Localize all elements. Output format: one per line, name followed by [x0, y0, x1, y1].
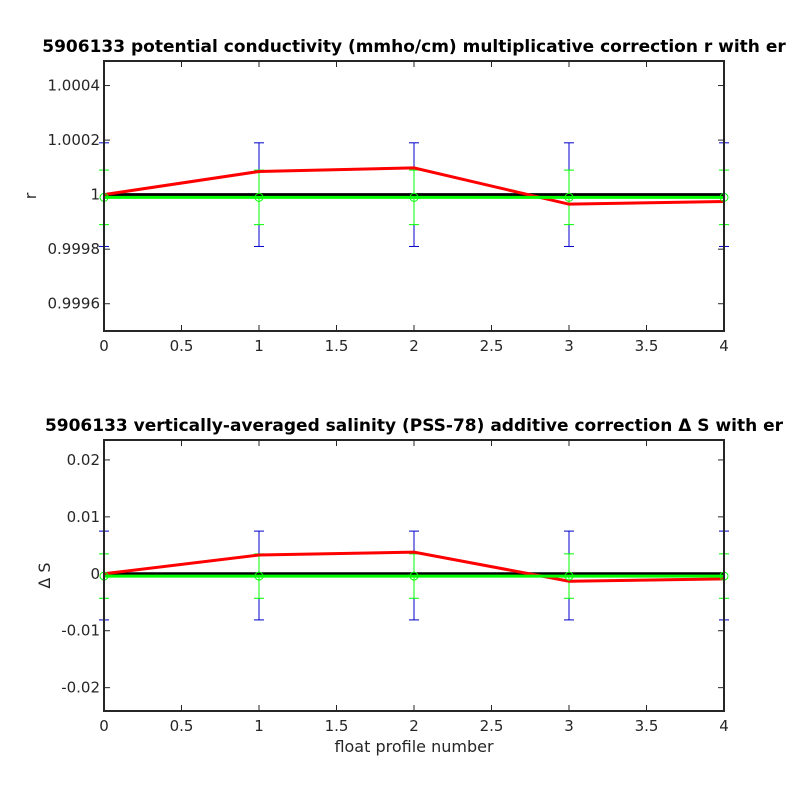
x-axis-label: float profile number	[334, 737, 494, 756]
series-marker	[409, 571, 419, 581]
series-line-1	[103, 166, 725, 206]
x-tick-label: 1.5	[325, 717, 349, 735]
x-tick-label: 0	[99, 717, 109, 735]
chart-title: 5906133 potential conductivity (mmho/cm)…	[42, 37, 786, 57]
y-tick-label: 0	[90, 565, 100, 583]
x-tick-label: 3.5	[635, 337, 659, 355]
series-marker	[254, 192, 264, 202]
x-tick-label: 1	[254, 717, 264, 735]
x-tick-label: 3	[564, 717, 574, 735]
x-tick-label: 4	[719, 717, 729, 735]
chart-title: 5906133 vertically-averaged salinity (PS…	[45, 416, 784, 436]
chart-1: 5906133 potential conductivity (mmho/cm)…	[21, 37, 786, 355]
x-tick-label: 1	[254, 337, 264, 355]
y-axis-label: Δ S	[35, 562, 54, 588]
y-tick-label: 0.01	[67, 508, 100, 526]
y-tick-label: -0.01	[61, 622, 100, 640]
y-axis-label: r	[21, 192, 40, 199]
y-tick-label: 0.9996	[48, 295, 101, 313]
series-marker	[254, 571, 264, 581]
x-tick-label: 0.5	[170, 337, 194, 355]
x-tick-label: 2.5	[480, 337, 504, 355]
y-tick-label: 0.02	[67, 451, 100, 469]
series-marker	[409, 192, 419, 202]
x-tick-label: 2	[409, 337, 419, 355]
series-marker	[564, 192, 574, 202]
x-tick-label: 4	[719, 337, 729, 355]
chart-2: 5906133 vertically-averaged salinity (PS…	[35, 416, 784, 756]
y-tick-label: 1.0004	[48, 77, 101, 95]
y-tick-label: -0.02	[61, 679, 100, 697]
series-marker	[564, 571, 574, 581]
x-tick-label: 1.5	[325, 337, 349, 355]
x-tick-label: 2.5	[480, 717, 504, 735]
axes-frame	[103, 439, 725, 712]
y-tick-label: 1.0002	[48, 131, 101, 149]
y-tick-label: 1	[90, 186, 100, 204]
x-tick-label: 0	[99, 337, 109, 355]
y-tick-label: 0.9998	[48, 240, 101, 258]
x-tick-label: 2	[409, 717, 419, 735]
series-line-1	[103, 550, 725, 583]
x-tick-label: 0.5	[170, 717, 194, 735]
axes-frame	[103, 60, 725, 332]
x-tick-label: 3.5	[635, 717, 659, 735]
x-tick-label: 3	[564, 337, 574, 355]
